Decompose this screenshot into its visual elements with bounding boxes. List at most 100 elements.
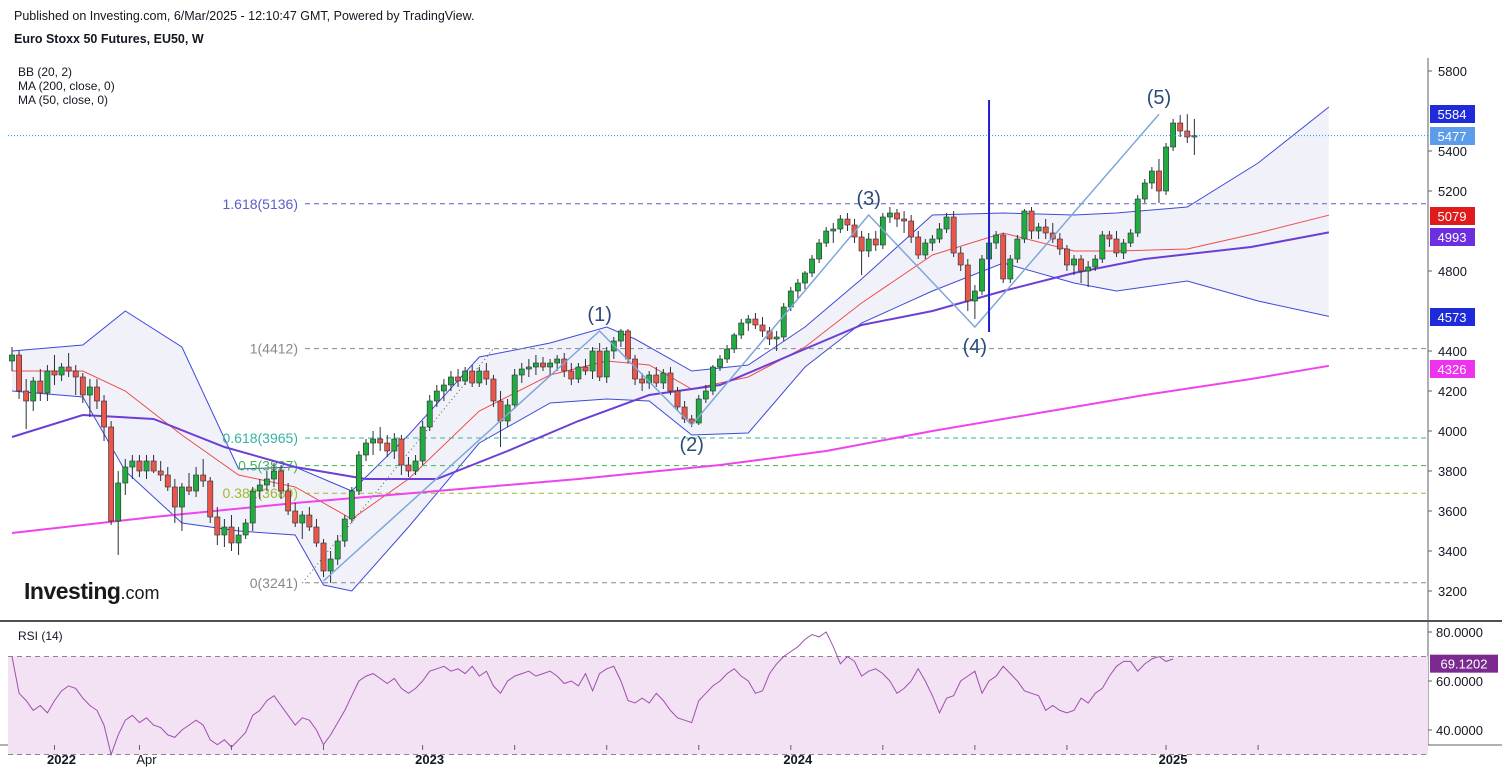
published-line: Published on Investing.com, 6/Mar/2025 -… (14, 9, 475, 23)
candle-62 (448, 371, 454, 391)
candle-body (186, 486, 192, 492)
candle-body (377, 438, 384, 444)
candle-1 (16, 351, 22, 399)
candle-120 (858, 231, 865, 275)
candle-body (285, 490, 292, 512)
candle-55 (398, 435, 405, 475)
legend-ma200[interactable]: MA (200, close, 0) (18, 79, 115, 93)
candle-body (816, 242, 823, 260)
candle-body (356, 454, 362, 492)
candle-45 (327, 551, 334, 583)
candle-129 (922, 239, 929, 259)
candle-114 (816, 239, 823, 263)
elliott-waves: (1) (2) (3) (4) (5) (322, 87, 1171, 582)
candle-body (122, 466, 129, 484)
candle-47 (341, 515, 348, 547)
candle-143 (1021, 209, 1028, 243)
price-label-ma200: 4326 (1430, 360, 1475, 378)
candle-157 (1120, 239, 1127, 259)
candle-28 (207, 477, 214, 523)
candle-body (1156, 170, 1162, 192)
legend-rsi[interactable]: RSI (14) (18, 629, 63, 643)
legend-ma50[interactable]: MA (50, close, 0) (18, 93, 109, 107)
candle-76 (547, 359, 553, 375)
candle-146 (1042, 219, 1049, 239)
candle-141 (1007, 255, 1014, 283)
candle-160 (1141, 179, 1148, 203)
candle-74 (533, 355, 539, 375)
candle-97 (695, 395, 702, 425)
candle-body (773, 336, 780, 340)
candle-body (745, 318, 752, 324)
candle-body (533, 362, 539, 368)
candle-body (405, 464, 412, 472)
candle-body (582, 366, 589, 372)
y-tick-label-3: 3800 (1438, 464, 1467, 479)
candle-body (794, 282, 801, 292)
legend-bollinger[interactable]: BB (20, 2) (18, 65, 73, 79)
price-label-text: 4573 (1438, 310, 1467, 325)
candle-body (695, 398, 702, 424)
candle-body (667, 372, 674, 392)
rsi-last-label: 69.1202 (1430, 654, 1498, 673)
candle-body (249, 490, 256, 524)
candle-148 (1056, 233, 1063, 255)
candle-body (426, 400, 433, 428)
x-label-2: 2023 (415, 752, 444, 767)
candle-99 (710, 365, 716, 395)
candle-body (504, 404, 511, 422)
candle-body (299, 514, 306, 524)
candle-100 (717, 355, 723, 371)
candle-166 (1184, 114, 1191, 143)
candle-body (157, 470, 164, 476)
fib-label-5: 0(3241) (250, 575, 298, 591)
candle-117 (837, 215, 844, 233)
candle-body (30, 380, 37, 402)
candle-body (901, 218, 907, 222)
candle-body (717, 358, 723, 368)
candle-37 (271, 463, 277, 487)
price-label-text: 4993 (1438, 230, 1467, 245)
fib-label-3: 0.5(3827) (238, 458, 298, 474)
candle-12 (94, 379, 100, 409)
candle-body (306, 514, 313, 528)
candle-64 (462, 367, 469, 385)
candle-body (908, 220, 915, 238)
candle-136 (971, 285, 978, 319)
candle-153 (1092, 255, 1099, 271)
candle-body (547, 362, 553, 368)
chart-title: Euro Stoxx 50 Futures, EU50, W (14, 32, 204, 46)
candle-body (136, 460, 143, 472)
candle-body (1071, 258, 1077, 266)
candle-body (865, 238, 872, 252)
candle-39 (285, 483, 292, 515)
candle-130 (929, 235, 936, 251)
candle-body (483, 370, 490, 380)
candle-body (1064, 248, 1070, 266)
candle-44 (320, 539, 327, 577)
logo-suffix: .com (120, 583, 160, 603)
candle-31 (228, 515, 235, 551)
price-label-text: 4326 (1438, 362, 1467, 377)
candle-63 (455, 369, 461, 387)
candle-body (412, 460, 419, 472)
y-tick-label-5: 4200 (1438, 384, 1467, 399)
candle-body (1078, 258, 1084, 272)
candle-56 (405, 457, 412, 477)
candle-27 (200, 459, 207, 487)
candle-body (440, 384, 447, 392)
ma200-line (11, 364, 1330, 534)
candle-165 (1177, 115, 1184, 137)
price-label-bb_mid: 5079 (1430, 207, 1475, 225)
candle-49 (356, 451, 362, 495)
candle-35 (256, 479, 263, 499)
candle-body (971, 290, 978, 302)
candle-149 (1064, 245, 1070, 271)
time-axis: 2022 Apr 2023 2024 2025 (47, 745, 1259, 767)
candle-body (235, 534, 242, 544)
candle-body (256, 484, 263, 492)
price-label-bg (1430, 105, 1475, 123)
candle-16 (122, 459, 129, 495)
candle-body (1163, 146, 1169, 192)
candle-body (9, 354, 15, 362)
